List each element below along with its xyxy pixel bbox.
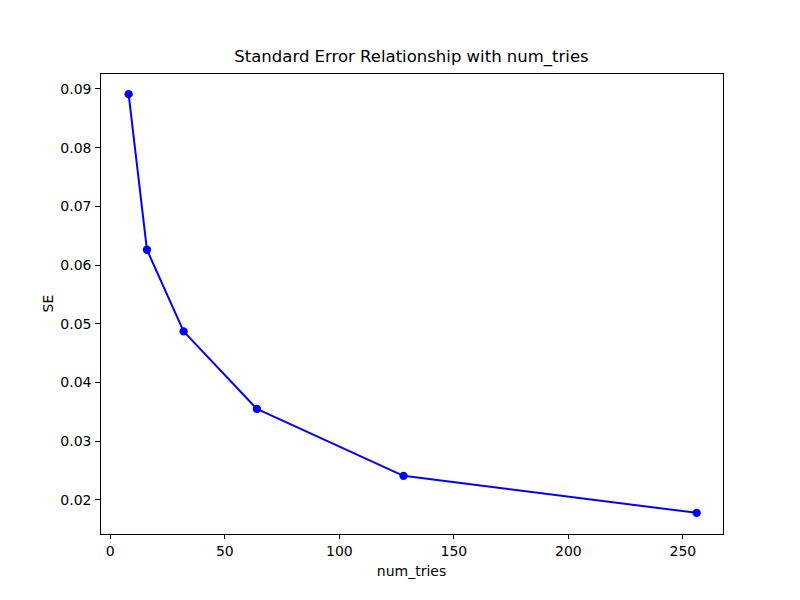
- x-axis-label: num_tries: [377, 563, 446, 579]
- plot-area: [100, 73, 723, 534]
- chart-title: Standard Error Relationship with num_tri…: [234, 47, 588, 67]
- y-tick-label: 0.06: [60, 257, 91, 273]
- x-tick-label: 250: [670, 543, 697, 559]
- data-point: [124, 90, 132, 98]
- data-point: [179, 327, 187, 335]
- x-tick-label: 150: [441, 543, 468, 559]
- chart-svg: 0 50 100 150 200 250 0.02 0.03 0.04 0.05 0.06 0.07…: [0, 0, 800, 600]
- figure: 0 50 100 150 200 250 0.02 0.03 0.04 0.05 0.06 0.07…: [0, 0, 800, 600]
- y-tick-label: 0.08: [60, 140, 91, 156]
- x-tick-label: 50: [216, 543, 234, 559]
- x-tick-label: 0: [106, 543, 115, 559]
- y-tick-label: 0.09: [60, 81, 91, 97]
- x-axis: 0 50 100 150 200 250: [106, 534, 696, 559]
- y-tick-label: 0.03: [60, 433, 91, 449]
- y-axis-label: SE: [40, 295, 56, 313]
- x-tick-label: 100: [326, 543, 353, 559]
- y-tick-label: 0.07: [60, 198, 91, 214]
- x-tick-label: 200: [555, 543, 582, 559]
- data-point: [399, 472, 407, 480]
- data-point: [143, 246, 151, 254]
- y-tick-label: 0.02: [60, 492, 91, 508]
- y-axis: 0.02 0.03 0.04 0.05 0.06 0.07 0.08 0.09: [60, 81, 100, 508]
- data-point: [692, 509, 700, 517]
- y-tick-label: 0.04: [60, 374, 91, 390]
- data-point: [253, 405, 261, 413]
- y-tick-label: 0.05: [60, 316, 91, 332]
